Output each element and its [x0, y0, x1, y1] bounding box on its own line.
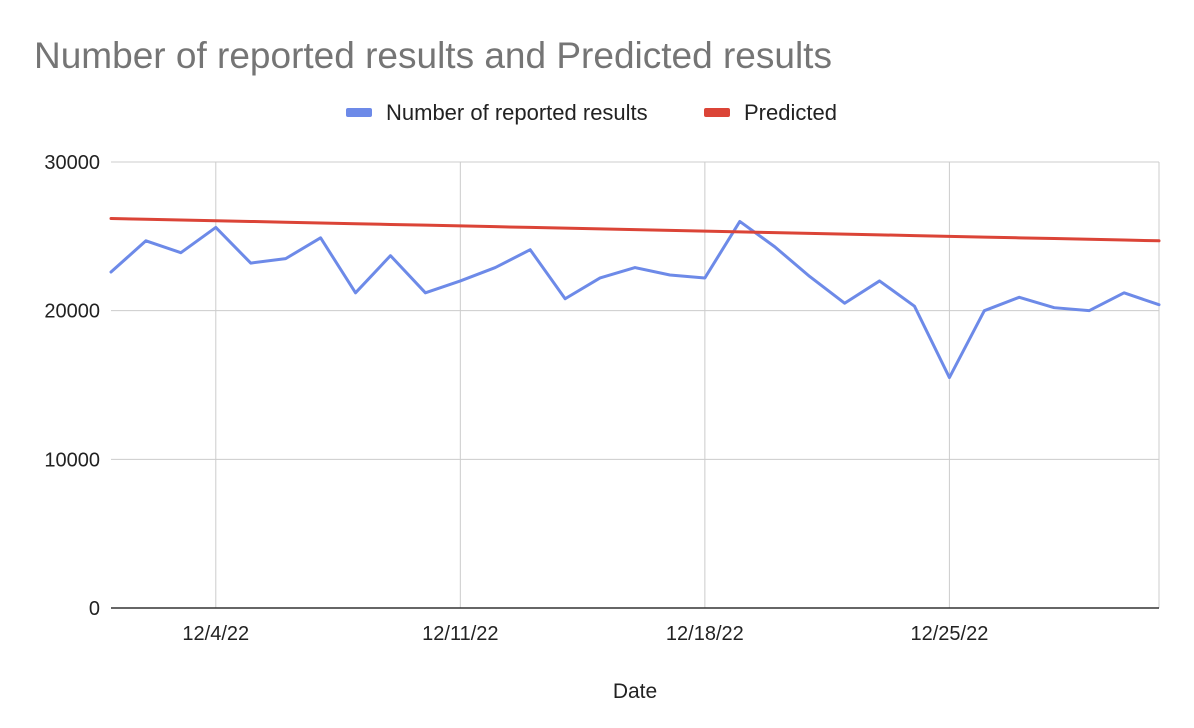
y-tick-label: 30000 — [44, 152, 100, 174]
legend-item-reported[interactable]: Number of reported results — [346, 100, 648, 125]
x-axis-ticks: 12/4/22 12/11/22 12/18/22 12/25/22 — [182, 623, 988, 645]
legend-label-reported: Number of reported results — [386, 100, 648, 125]
x-tick-label: 12/4/22 — [182, 623, 249, 645]
series-layer — [109, 216, 1161, 380]
x-tick-label: 12/11/22 — [422, 623, 498, 645]
legend: Number of reported results Predicted — [346, 100, 837, 125]
legend-swatch-reported — [346, 108, 372, 117]
x-axis-title: Date — [613, 680, 657, 703]
legend-label-predicted: Predicted — [744, 100, 837, 125]
y-tick-label: 0 — [89, 598, 100, 620]
y-axis-ticks: 0 10000 20000 30000 — [44, 152, 100, 620]
chart-title: Number of reported results and Predicted… — [34, 35, 832, 76]
legend-swatch-predicted — [704, 108, 730, 117]
y-tick-label: 20000 — [44, 301, 100, 323]
legend-item-predicted[interactable]: Predicted — [704, 100, 837, 125]
series-line-reported[interactable] — [109, 219, 1161, 380]
y-tick-label: 10000 — [44, 449, 100, 471]
x-tick-label: 12/18/22 — [666, 623, 744, 645]
x-tick-label: 12/25/22 — [910, 623, 988, 645]
series-line-predicted[interactable] — [109, 216, 1161, 243]
